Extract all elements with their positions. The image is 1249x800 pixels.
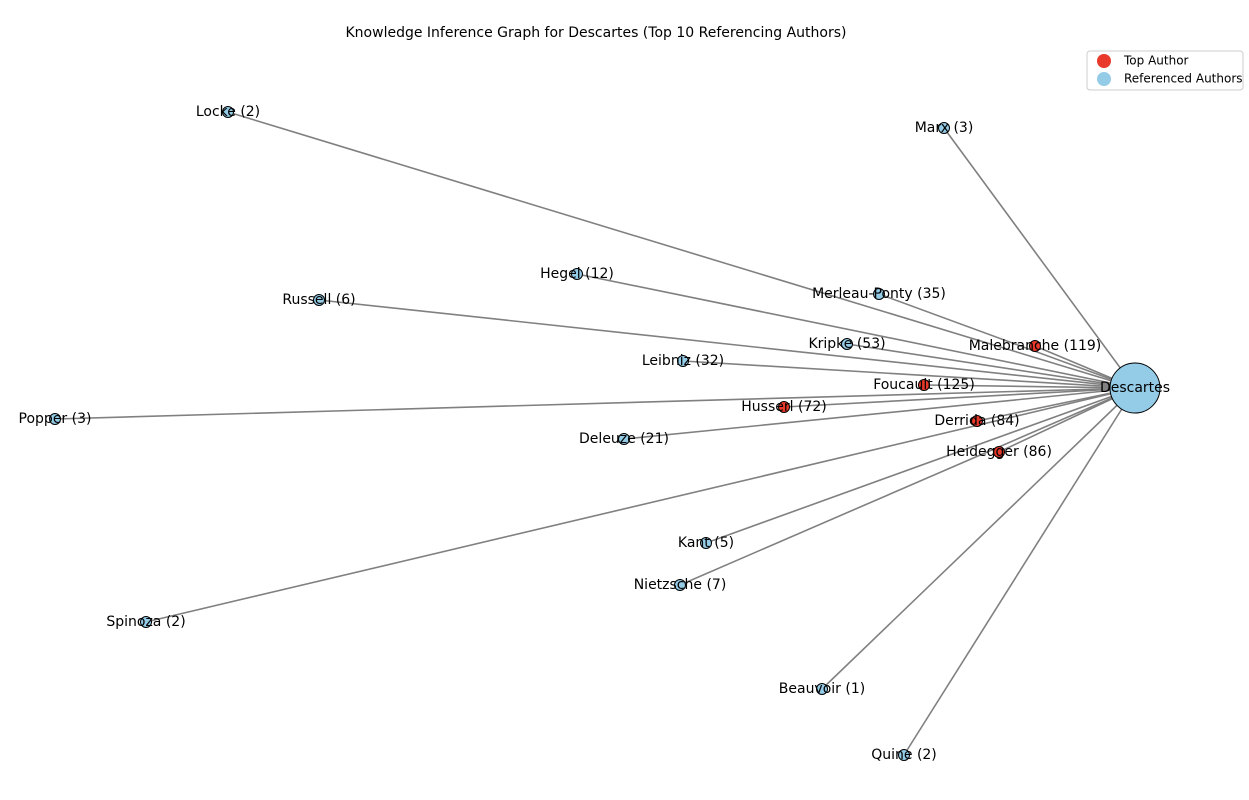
node	[1029, 340, 1041, 352]
edge	[783, 387, 1136, 408]
node-label: Deleuze (21)	[579, 431, 669, 447]
node	[971, 415, 983, 427]
node-label: Marx (3)	[915, 120, 974, 136]
edge	[943, 127, 1136, 389]
node	[898, 749, 910, 761]
node-label: Merleau-Ponty (35)	[812, 286, 946, 302]
node-label: Popper (3)	[19, 411, 92, 427]
node-label: Quine (2)	[871, 747, 937, 763]
node	[313, 294, 325, 306]
edge	[878, 293, 1136, 389]
edge	[903, 387, 1136, 756]
edge	[145, 387, 1136, 623]
node	[873, 288, 885, 300]
node	[841, 338, 853, 350]
node	[816, 683, 828, 695]
graph-title: Knowledge Inference Graph for Descartes …	[346, 25, 847, 41]
node	[938, 122, 950, 134]
node	[49, 413, 61, 425]
node-label: Hegel (12)	[540, 266, 614, 282]
edge	[821, 387, 1136, 690]
edge	[682, 360, 1136, 389]
node	[618, 433, 630, 445]
node-label: Kant (5)	[678, 535, 734, 551]
edge	[923, 384, 1136, 389]
edge	[623, 387, 1136, 440]
node-label: Derrida (84)	[934, 413, 1019, 429]
edge	[679, 387, 1136, 586]
edge	[54, 387, 1136, 420]
node-label: Husserl (72)	[741, 399, 826, 415]
node-label: Nietzsche (7)	[634, 577, 727, 593]
node-label: Foucault (125)	[873, 377, 975, 393]
legend-marker	[1097, 54, 1111, 68]
edge	[227, 111, 1136, 389]
node	[140, 616, 152, 628]
node-label: Leibniz (32)	[642, 353, 724, 369]
legend-box	[1086, 50, 1244, 91]
node	[918, 379, 930, 391]
node	[571, 268, 583, 280]
center-label: Descartes	[1100, 380, 1170, 396]
edge	[705, 387, 1136, 544]
node	[674, 579, 686, 591]
center-node	[1109, 362, 1161, 414]
node-label: Russell (6)	[282, 292, 355, 308]
edge	[846, 343, 1136, 389]
node-label: Kripke (53)	[808, 336, 885, 352]
node	[677, 355, 689, 367]
node-label: Locke (2)	[196, 104, 260, 120]
legend-text: Referenced Authors	[1124, 72, 1243, 86]
node-label: Spinoza (2)	[106, 614, 185, 630]
edge	[576, 273, 1136, 389]
node	[778, 401, 790, 413]
legend-marker	[1097, 72, 1111, 86]
edge	[318, 299, 1136, 389]
node	[222, 106, 234, 118]
node-label: Malebranche (119)	[969, 338, 1102, 354]
node	[700, 537, 712, 549]
legend-text: Top Author	[1123, 54, 1189, 68]
node-label: Heidegger (86)	[946, 444, 1052, 460]
node	[993, 446, 1005, 458]
node-label: Beauvoir (1)	[779, 681, 865, 697]
